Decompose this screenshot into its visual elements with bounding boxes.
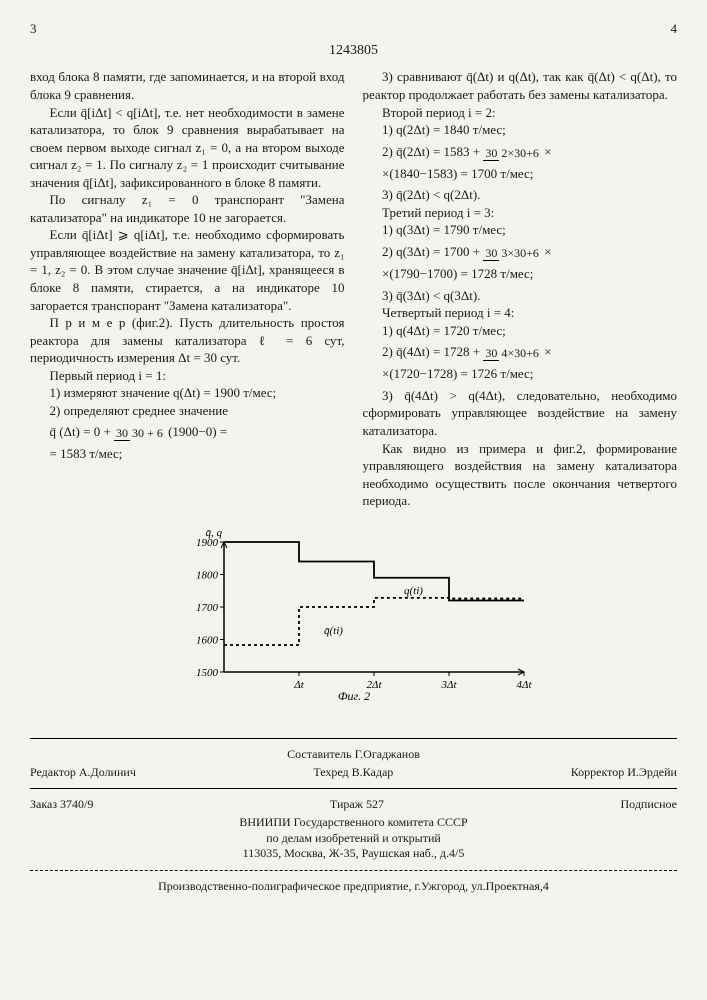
eq3-num: 30 bbox=[483, 246, 499, 261]
footer-subscr: Подписное bbox=[621, 797, 678, 813]
corrector-name: И.Эрдейи bbox=[627, 765, 677, 779]
right-p3: 1) q(2Δt) = 1840 т/мес; bbox=[363, 121, 678, 139]
eq2b: × bbox=[544, 144, 551, 159]
chart-svg: 15001600170018001900Δt2Δt3Δt4Δtq̄, qq(ti… bbox=[174, 522, 534, 722]
svg-text:1700: 1700 bbox=[196, 602, 219, 614]
footer-addr: 113035, Москва, Ж-35, Раушская наб., д.4… bbox=[30, 846, 677, 862]
right-p1: 3) сравнивают q̄(Δt) и q(Δt), так как q̄… bbox=[363, 68, 678, 103]
eq2-num: 30 bbox=[483, 146, 499, 161]
document-number: 1243805 bbox=[30, 42, 677, 61]
eq1-num: 30 bbox=[114, 426, 130, 441]
svg-text:q̄, q: q̄, q bbox=[205, 527, 222, 539]
techred-label: Техред bbox=[313, 765, 348, 779]
eq3b: × bbox=[544, 244, 551, 259]
eq3-den: 3×30+6 bbox=[499, 246, 541, 260]
eq4-num: 30 bbox=[483, 346, 499, 361]
right-eq2: 2) q̄(2Δt) = 1583 + 302×30+6 × bbox=[382, 143, 677, 161]
right-eq3: 2) q(3Δt) = 1700 + 303×30+6 × bbox=[382, 243, 677, 261]
right-p2: Второй период i = 2: bbox=[363, 104, 678, 122]
eq4-den: 4×30+6 bbox=[499, 346, 541, 360]
eq4b: × bbox=[544, 344, 551, 359]
footer-compiler: Составитель Г.Огаджанов bbox=[30, 747, 677, 763]
footer-order: Заказ 3740/9 bbox=[30, 797, 93, 813]
right-p8: Четвертый период i = 4: bbox=[363, 304, 678, 322]
footer-org2: по делам изобретений и открытий bbox=[30, 831, 677, 847]
corrector-label: Корректор bbox=[571, 765, 625, 779]
figure-2-chart: 15001600170018001900Δt2Δt3Δt4Δtq̄, qq(ti… bbox=[174, 522, 534, 727]
right-eq3c: ×(1790−1700) = 1728 т/мес; bbox=[382, 265, 677, 283]
left-p2: Если q̄[iΔt] < q[iΔt], т.е. нет необходи… bbox=[30, 104, 345, 192]
left-p1: вход блока 8 памяти, где запоминается, и… bbox=[30, 68, 345, 103]
right-p4: 3) q̄(2Δt) < q(2Δt). bbox=[363, 186, 678, 204]
right-eq4: 2) q̄(4Δt) = 1728 + 304×30+6 × bbox=[382, 343, 677, 361]
left-p8: 2) определяют среднее значение bbox=[30, 402, 345, 420]
eq1-den: 30 + 6 bbox=[130, 426, 165, 440]
footer-tirage: Тираж 527 bbox=[330, 797, 384, 813]
svg-text:4Δt: 4Δt bbox=[516, 679, 532, 691]
eq3a: 2) q(3Δt) = 1700 + bbox=[382, 244, 483, 259]
svg-text:Фиг. 2: Фиг. 2 bbox=[337, 689, 369, 703]
left-p7: 1) измеряют значение q(Δt) = 1900 т/мес; bbox=[30, 384, 345, 402]
right-p10: 3) q̄(4Δt) > q(4Δt), следовательно, необ… bbox=[363, 387, 678, 440]
page-num-right: 4 bbox=[671, 20, 678, 38]
left-p5: П р и м е р (фиг.2). Пусть длительность … bbox=[30, 314, 345, 367]
left-eq1: q̄ (Δt) = 0 + 3030 + 6 (1900−0) = bbox=[50, 423, 345, 441]
svg-text:q(ti): q(ti) bbox=[404, 585, 423, 597]
eq2-den: 2×30+6 bbox=[499, 146, 541, 160]
page-num-left: 3 bbox=[30, 20, 37, 38]
right-p11: Как видно из примера и фиг.2, формирован… bbox=[363, 440, 678, 510]
left-p2-text: Если q̄[iΔt] < q[iΔt], т.е. нет необходи… bbox=[30, 105, 345, 190]
svg-text:q̄(ti): q̄(ti) bbox=[324, 625, 343, 637]
left-p6: Первый период i = 1: bbox=[30, 367, 345, 385]
left-p4: Если q̄[iΔt] ⩾ q[iΔt], т.е. необходимо с… bbox=[30, 226, 345, 314]
editor-label: Редактор bbox=[30, 765, 76, 779]
left-p3: По сигналу z₁ = 0 транспорант "Замена ка… bbox=[30, 191, 345, 226]
right-p6: 1) q(3Δt) = 1790 т/мес; bbox=[363, 221, 678, 239]
eq1b: (1900−0) = bbox=[168, 424, 227, 439]
eq4a: 2) q̄(4Δt) = 1728 + bbox=[382, 344, 483, 359]
svg-text:1800: 1800 bbox=[196, 569, 219, 581]
footer-org1: ВНИИПИ Государственного комитета СССР bbox=[30, 815, 677, 831]
footer-block: Составитель Г.Огаджанов Редактор А.Долин… bbox=[30, 747, 677, 894]
editor-name: А.Долинич bbox=[79, 765, 136, 779]
svg-text:1600: 1600 bbox=[196, 634, 219, 646]
left-eq1c: = 1583 т/мес; bbox=[50, 445, 345, 463]
svg-text:3Δt: 3Δt bbox=[440, 679, 457, 691]
svg-text:1500: 1500 bbox=[196, 667, 219, 679]
right-p5: Третий период i = 3: bbox=[363, 204, 678, 222]
right-eq4c: ×(1720−1728) = 1726 т/мес; bbox=[382, 365, 677, 383]
eq1a: q̄ (Δt) = 0 + bbox=[50, 424, 115, 439]
eq2a: 2) q̄(2Δt) = 1583 + bbox=[382, 144, 483, 159]
right-p9: 1) q(4Δt) = 1720 т/мес; bbox=[363, 322, 678, 340]
right-eq2c: ×(1840−1583) = 1700 т/мес; bbox=[382, 165, 677, 183]
svg-text:Δt: Δt bbox=[293, 679, 304, 691]
right-p7: 3) q̄(3Δt) < q(3Δt). bbox=[363, 287, 678, 305]
footer-bottom: Производственно-полиграфическое предприя… bbox=[30, 879, 677, 895]
techred-name: В.Кадар bbox=[352, 765, 394, 779]
